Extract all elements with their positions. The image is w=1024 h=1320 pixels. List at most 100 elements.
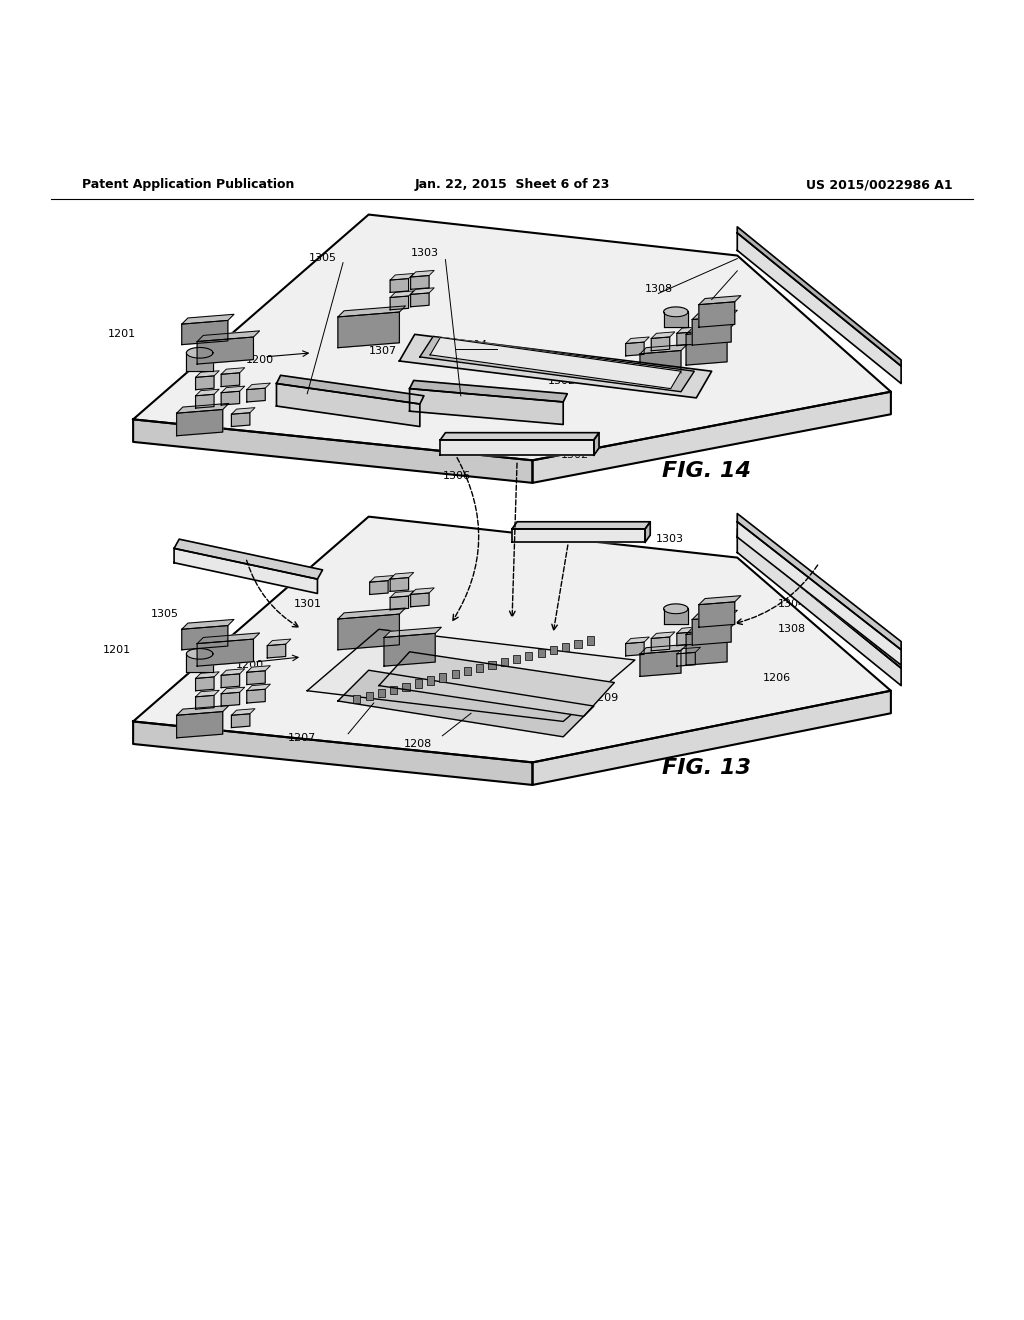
Bar xyxy=(452,671,459,678)
Text: 1304: 1304 xyxy=(701,298,729,309)
Text: 1301: 1301 xyxy=(294,599,322,609)
Text: 1204: 1204 xyxy=(459,339,487,350)
Polygon shape xyxy=(692,610,737,619)
Text: 1207: 1207 xyxy=(288,733,316,743)
Polygon shape xyxy=(640,351,681,376)
Polygon shape xyxy=(411,288,434,294)
Polygon shape xyxy=(196,696,214,709)
Polygon shape xyxy=(737,529,901,668)
Polygon shape xyxy=(133,420,532,483)
Polygon shape xyxy=(221,688,245,694)
Polygon shape xyxy=(390,591,414,598)
Polygon shape xyxy=(177,409,223,436)
Polygon shape xyxy=(197,634,260,644)
Polygon shape xyxy=(399,334,712,397)
Polygon shape xyxy=(737,535,901,685)
Polygon shape xyxy=(221,675,240,688)
Polygon shape xyxy=(307,630,635,722)
Polygon shape xyxy=(686,331,727,366)
Polygon shape xyxy=(384,627,441,638)
Text: 1307: 1307 xyxy=(520,531,548,540)
Polygon shape xyxy=(664,609,688,624)
Polygon shape xyxy=(532,392,891,483)
Polygon shape xyxy=(247,665,270,672)
Polygon shape xyxy=(440,433,599,440)
Text: 1305: 1305 xyxy=(308,252,337,263)
Polygon shape xyxy=(182,314,233,325)
Text: 1304: 1304 xyxy=(778,599,806,609)
Polygon shape xyxy=(196,395,214,408)
Bar xyxy=(562,643,569,651)
Polygon shape xyxy=(594,433,599,455)
Polygon shape xyxy=(411,587,434,594)
Polygon shape xyxy=(370,576,393,582)
Polygon shape xyxy=(411,593,429,607)
Polygon shape xyxy=(677,331,695,346)
Polygon shape xyxy=(338,614,399,649)
Bar xyxy=(464,667,471,676)
Polygon shape xyxy=(231,709,255,715)
Polygon shape xyxy=(196,677,214,690)
Polygon shape xyxy=(177,705,229,715)
Polygon shape xyxy=(686,624,733,635)
Polygon shape xyxy=(196,389,219,396)
Polygon shape xyxy=(410,380,567,403)
Polygon shape xyxy=(197,337,254,364)
Polygon shape xyxy=(420,337,694,392)
Polygon shape xyxy=(267,644,286,657)
Polygon shape xyxy=(626,642,644,656)
Text: Jan. 22, 2015  Sheet 6 of 23: Jan. 22, 2015 Sheet 6 of 23 xyxy=(415,178,609,191)
Polygon shape xyxy=(651,337,670,351)
Polygon shape xyxy=(677,327,700,334)
Polygon shape xyxy=(651,632,675,639)
Polygon shape xyxy=(686,631,727,665)
Polygon shape xyxy=(626,342,644,356)
Polygon shape xyxy=(645,521,650,543)
Text: 1308: 1308 xyxy=(778,624,806,635)
Text: 1305: 1305 xyxy=(152,609,179,619)
Bar xyxy=(353,694,360,704)
Bar xyxy=(427,676,434,685)
Bar xyxy=(550,645,557,653)
Polygon shape xyxy=(640,644,687,653)
Polygon shape xyxy=(197,639,254,667)
Polygon shape xyxy=(677,647,700,653)
Bar xyxy=(378,689,385,697)
Polygon shape xyxy=(338,306,406,317)
Text: 1303: 1303 xyxy=(655,535,683,544)
Polygon shape xyxy=(247,671,265,685)
Polygon shape xyxy=(182,321,227,345)
Polygon shape xyxy=(247,388,265,403)
Polygon shape xyxy=(512,529,645,543)
Polygon shape xyxy=(276,375,424,404)
Polygon shape xyxy=(186,648,213,659)
Polygon shape xyxy=(174,539,323,579)
Polygon shape xyxy=(338,609,406,619)
Polygon shape xyxy=(221,368,245,375)
Polygon shape xyxy=(196,371,219,378)
Bar xyxy=(574,639,582,648)
Polygon shape xyxy=(186,347,213,358)
Polygon shape xyxy=(338,312,399,347)
Text: 1302: 1302 xyxy=(561,450,589,461)
Polygon shape xyxy=(133,722,532,785)
Polygon shape xyxy=(196,376,214,389)
Polygon shape xyxy=(737,513,901,649)
Text: 1200: 1200 xyxy=(246,355,273,364)
Polygon shape xyxy=(664,308,688,317)
Polygon shape xyxy=(390,273,414,280)
Polygon shape xyxy=(133,215,891,461)
Polygon shape xyxy=(196,690,219,697)
Polygon shape xyxy=(737,234,901,384)
Text: 1200: 1200 xyxy=(236,660,263,671)
Bar xyxy=(513,655,520,663)
Polygon shape xyxy=(177,711,223,738)
Polygon shape xyxy=(651,638,670,651)
Text: US 2015/0022986 A1: US 2015/0022986 A1 xyxy=(806,178,952,191)
Bar xyxy=(501,657,508,667)
Polygon shape xyxy=(532,690,891,785)
Polygon shape xyxy=(651,331,675,338)
Polygon shape xyxy=(410,388,563,425)
Polygon shape xyxy=(182,619,233,630)
Bar xyxy=(488,661,496,669)
